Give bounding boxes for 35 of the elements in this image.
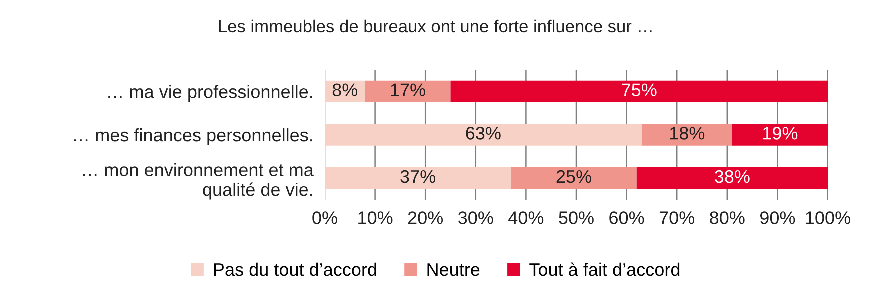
- bar: [511, 168, 637, 190]
- x-tick-label: 70%: [660, 212, 695, 224]
- bar: [642, 124, 732, 146]
- x-tick-label: 20%: [408, 212, 444, 224]
- x-tick-label: 60%: [610, 212, 644, 224]
- x-tick-label: 40%: [508, 212, 544, 224]
- bar: [450, 80, 828, 102]
- y-tick-label: … mes finances personnelles.: [74, 128, 312, 146]
- legend-label: Tout à fait d’accord: [530, 262, 680, 276]
- data-label: 37%: [400, 170, 436, 184]
- bar: [636, 168, 828, 190]
- data-label: 75%: [622, 84, 657, 97]
- data-label: 8%: [332, 84, 358, 97]
- x-tick-label: 30%: [458, 212, 494, 224]
- legend-label: Neutre: [428, 264, 480, 276]
- chart-title: Les immeubles de bureaux ont une forte influence sur …: [219, 20, 652, 33]
- bar: [365, 80, 451, 102]
- data-label: 25%: [556, 170, 592, 184]
- x-tick-label: 90%: [760, 212, 796, 224]
- data-label: 38%: [715, 170, 750, 184]
- x-tick-label: 10%: [358, 212, 393, 224]
- data-label: 18%: [670, 127, 705, 140]
- data-label: 17%: [391, 84, 426, 96]
- bar: [325, 168, 512, 190]
- x-tick-label: 0%: [312, 212, 338, 224]
- bar: [732, 124, 828, 146]
- x-tick-label: 80%: [710, 212, 745, 224]
- data-label: 63%: [466, 127, 501, 140]
- x-tick-label: 50%: [559, 212, 594, 224]
- legend-label: Pas du tout d’accord: [214, 262, 376, 276]
- data-label: 19%: [764, 127, 798, 140]
- bar: [325, 124, 642, 146]
- y-tick-label: … mon environnement et ma qualité de vie.: [84, 163, 314, 200]
- y-tick-label: … ma vie professionnelle.: [108, 85, 312, 102]
- x-tick-label: 100%: [806, 212, 850, 224]
